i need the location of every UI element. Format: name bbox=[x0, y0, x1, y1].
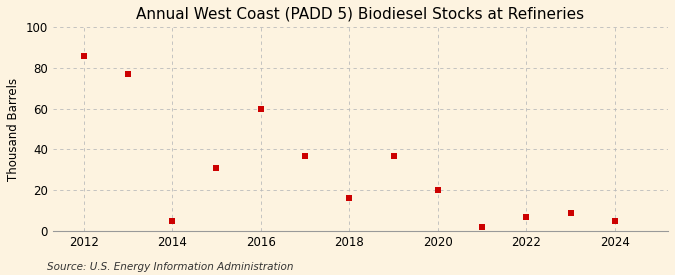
Point bbox=[300, 153, 310, 158]
Point bbox=[565, 210, 576, 215]
Point bbox=[477, 225, 487, 229]
Point bbox=[211, 166, 222, 170]
Text: Source: U.S. Energy Information Administration: Source: U.S. Energy Information Administ… bbox=[47, 262, 294, 272]
Point bbox=[167, 219, 178, 223]
Point bbox=[78, 54, 89, 58]
Point bbox=[388, 153, 399, 158]
Point bbox=[344, 196, 354, 200]
Point bbox=[610, 219, 620, 223]
Y-axis label: Thousand Barrels: Thousand Barrels bbox=[7, 78, 20, 181]
Point bbox=[521, 214, 532, 219]
Title: Annual West Coast (PADD 5) Biodiesel Stocks at Refineries: Annual West Coast (PADD 5) Biodiesel Sto… bbox=[136, 7, 585, 22]
Point bbox=[433, 188, 443, 192]
Point bbox=[122, 72, 133, 76]
Point bbox=[255, 106, 266, 111]
